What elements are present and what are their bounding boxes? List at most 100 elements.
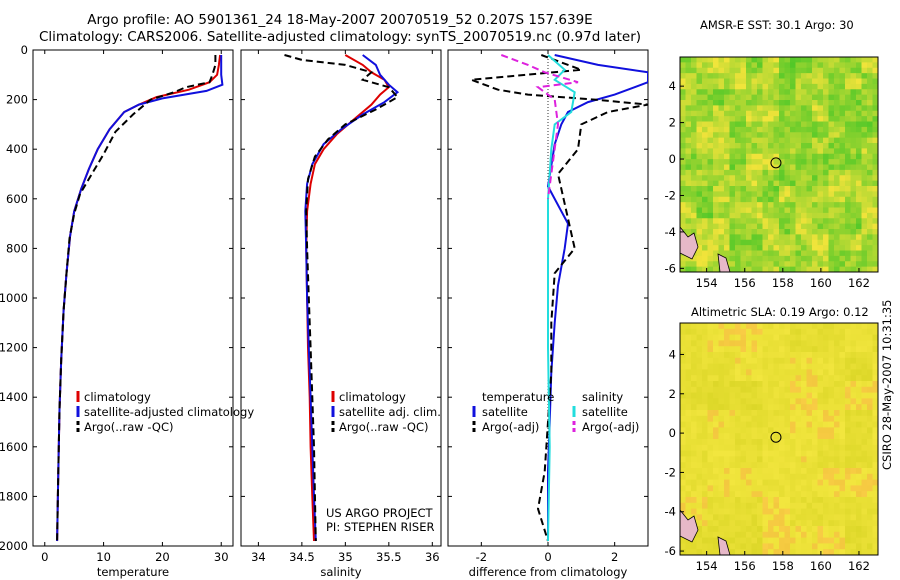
sla-grid-cell [707, 479, 714, 486]
depth-tick-label: 1600 [0, 440, 28, 454]
sst-grid-cell [751, 83, 758, 90]
sla-grid-cell [746, 462, 752, 469]
sla-grid-cell [724, 415, 730, 422]
sla-grid-cell [696, 473, 703, 480]
sst-grid-cell [850, 191, 857, 198]
sla-grid-cell [795, 439, 802, 446]
sla-grid-cell [850, 439, 857, 446]
sla-grid-cell [823, 369, 829, 376]
sla-grid-cell [839, 479, 846, 486]
sst-grid-cell [713, 105, 719, 112]
sst-grid-cell [751, 153, 758, 160]
sla-grid-cell [856, 369, 862, 376]
sla-grid-cell [735, 497, 741, 504]
sst-grid-cell [707, 207, 714, 214]
sst-grid-cell [834, 234, 840, 241]
sst-grid-cell [867, 229, 873, 235]
sst-grid-cell [751, 212, 758, 219]
sst-grid-cell [817, 148, 824, 155]
sst-grid-cell [823, 239, 829, 246]
sla-grid-cell [795, 450, 802, 457]
sst-grid-cell [702, 250, 708, 257]
sst-grid-cell [872, 196, 879, 203]
sla-grid-cell [828, 462, 835, 469]
sst-grid-cell [746, 180, 752, 187]
sla-grid-cell [817, 323, 824, 330]
sla-grid-cell [740, 346, 747, 353]
sst-grid-cell [779, 223, 785, 230]
sla-grid-cell [751, 508, 758, 515]
sla-grid-cell [691, 421, 697, 428]
sla-grid-cell [718, 375, 725, 382]
sst-grid-cell [784, 196, 791, 203]
sla-grid-cell [839, 439, 846, 446]
sla-grid-cell [762, 485, 769, 492]
sla-grid-cell [751, 514, 758, 521]
sla-grid-cell [779, 421, 785, 428]
sla-grid-cell [834, 508, 840, 515]
sla-xtick-label: 154 [696, 559, 718, 573]
sst-grid-cell [735, 229, 741, 235]
sst-grid-cell [872, 229, 879, 235]
sla-grid-cell [812, 398, 818, 405]
sla-grid-cell [696, 508, 703, 515]
sst-grid-cell [740, 239, 747, 246]
sst-grid-cell [724, 212, 730, 219]
legend-entry: Argo(..raw -QC) [84, 420, 174, 434]
sla-grid-cell [834, 502, 840, 509]
sst-grid-cell [817, 78, 824, 85]
sla-grid-cell [746, 468, 752, 475]
sla-grid-cell [817, 485, 824, 492]
sla-grid-cell [691, 543, 697, 550]
sst-grid-cell [762, 62, 769, 69]
sla-grid-cell [685, 485, 692, 492]
sst-grid-cell [768, 153, 774, 160]
sla-grid-cell [872, 352, 879, 359]
sst-grid-cell [790, 67, 796, 74]
sst-grid-cell [806, 137, 813, 144]
sst-grid-cell [850, 229, 857, 235]
sst-grid-cell [861, 121, 868, 128]
sst-grid-cell [751, 105, 758, 112]
sla-grid-cell [757, 381, 763, 388]
sla-grid-cell [702, 415, 708, 422]
sst-grid-cell [845, 212, 851, 219]
sst-grid-cell [779, 239, 785, 246]
sst-grid-cell [861, 186, 868, 192]
sla-grid-cell [801, 491, 807, 498]
sst-grid-cell [861, 207, 868, 214]
sst-grid-cell [680, 73, 686, 79]
sla-grid-cell [768, 543, 774, 550]
sst-grid-cell [729, 78, 736, 85]
sst-grid-cell [729, 126, 736, 133]
sst-grid-cell [828, 250, 835, 257]
sst-grid-cell [872, 89, 879, 96]
sla-grid-cell [850, 491, 857, 498]
sst-grid-cell [812, 164, 818, 171]
sla-grid-cell [691, 427, 697, 434]
sla-grid-cell [735, 439, 741, 446]
sst-grid-cell [801, 126, 807, 133]
sla-grid-cell [867, 549, 873, 556]
sla-grid-cell [801, 369, 807, 376]
sla-grid-cell [680, 340, 686, 347]
sla-grid-cell [707, 537, 714, 544]
sst-grid-cell [768, 186, 774, 192]
sla-grid-cell [724, 468, 730, 475]
sst-grid-cell [696, 239, 703, 246]
sst-grid-cell [724, 159, 730, 165]
sst-grid-cell [702, 245, 708, 251]
sla-grid-cell [773, 508, 780, 515]
sla-grid-cell [861, 410, 868, 417]
sla-grid-cell [845, 543, 851, 550]
sla-grid-cell [718, 352, 725, 359]
sla-grid-cell [691, 352, 697, 359]
sst-grid-cell [707, 164, 714, 171]
sst-grid-cell [691, 62, 697, 69]
sla-grid-cell [845, 520, 851, 527]
sst-grid-cell [795, 266, 802, 273]
sla-grid-cell [812, 462, 818, 469]
sla-grid-cell [861, 502, 868, 509]
sla-grid-cell [779, 520, 785, 527]
sla-grid-cell [806, 543, 813, 550]
